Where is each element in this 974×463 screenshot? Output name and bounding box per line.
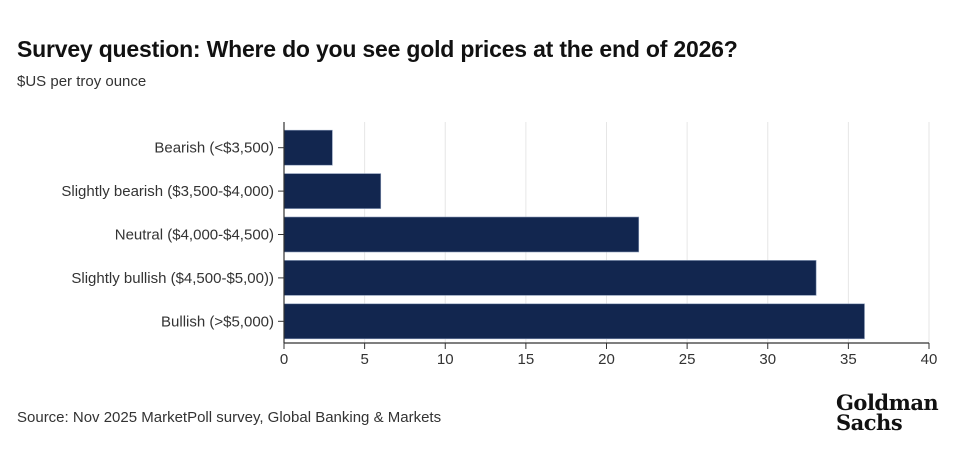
y-tick-label: Bullish (>$5,000) <box>161 313 274 330</box>
x-tick-label: 5 <box>360 351 368 368</box>
y-tick-label: Slightly bearish ($3,500-$4,000) <box>61 183 274 200</box>
x-tick-label: 35 <box>840 351 857 368</box>
bar <box>283 173 382 209</box>
x-tick-label: 10 <box>437 351 454 368</box>
x-tick-label: 20 <box>598 351 615 368</box>
x-tick-label: 40 <box>921 351 938 368</box>
source-note: Source: Nov 2025 MarketPoll survey, Glob… <box>17 409 442 426</box>
x-tick-label: 0 <box>280 351 288 368</box>
y-tick-label: Bearish (<$3,500) <box>154 140 274 157</box>
y-tick-label: Slightly bullish ($4,500-$5,00)) <box>71 270 274 287</box>
x-tick-label: 15 <box>518 351 535 368</box>
chart-title: Survey question: Where do you see gold p… <box>17 36 738 62</box>
goldman-sachs-logo: Goldman Sachs <box>836 390 939 435</box>
bar <box>283 216 640 253</box>
chart-subtitle: $US per troy ounce <box>17 73 147 90</box>
bar <box>283 260 817 296</box>
bar <box>283 129 333 166</box>
y-tick-label: Neutral ($4,000-$4,500) <box>115 227 274 244</box>
bar <box>283 303 865 340</box>
x-tick-label: 30 <box>759 351 776 368</box>
x-tick-label: 25 <box>679 351 696 368</box>
